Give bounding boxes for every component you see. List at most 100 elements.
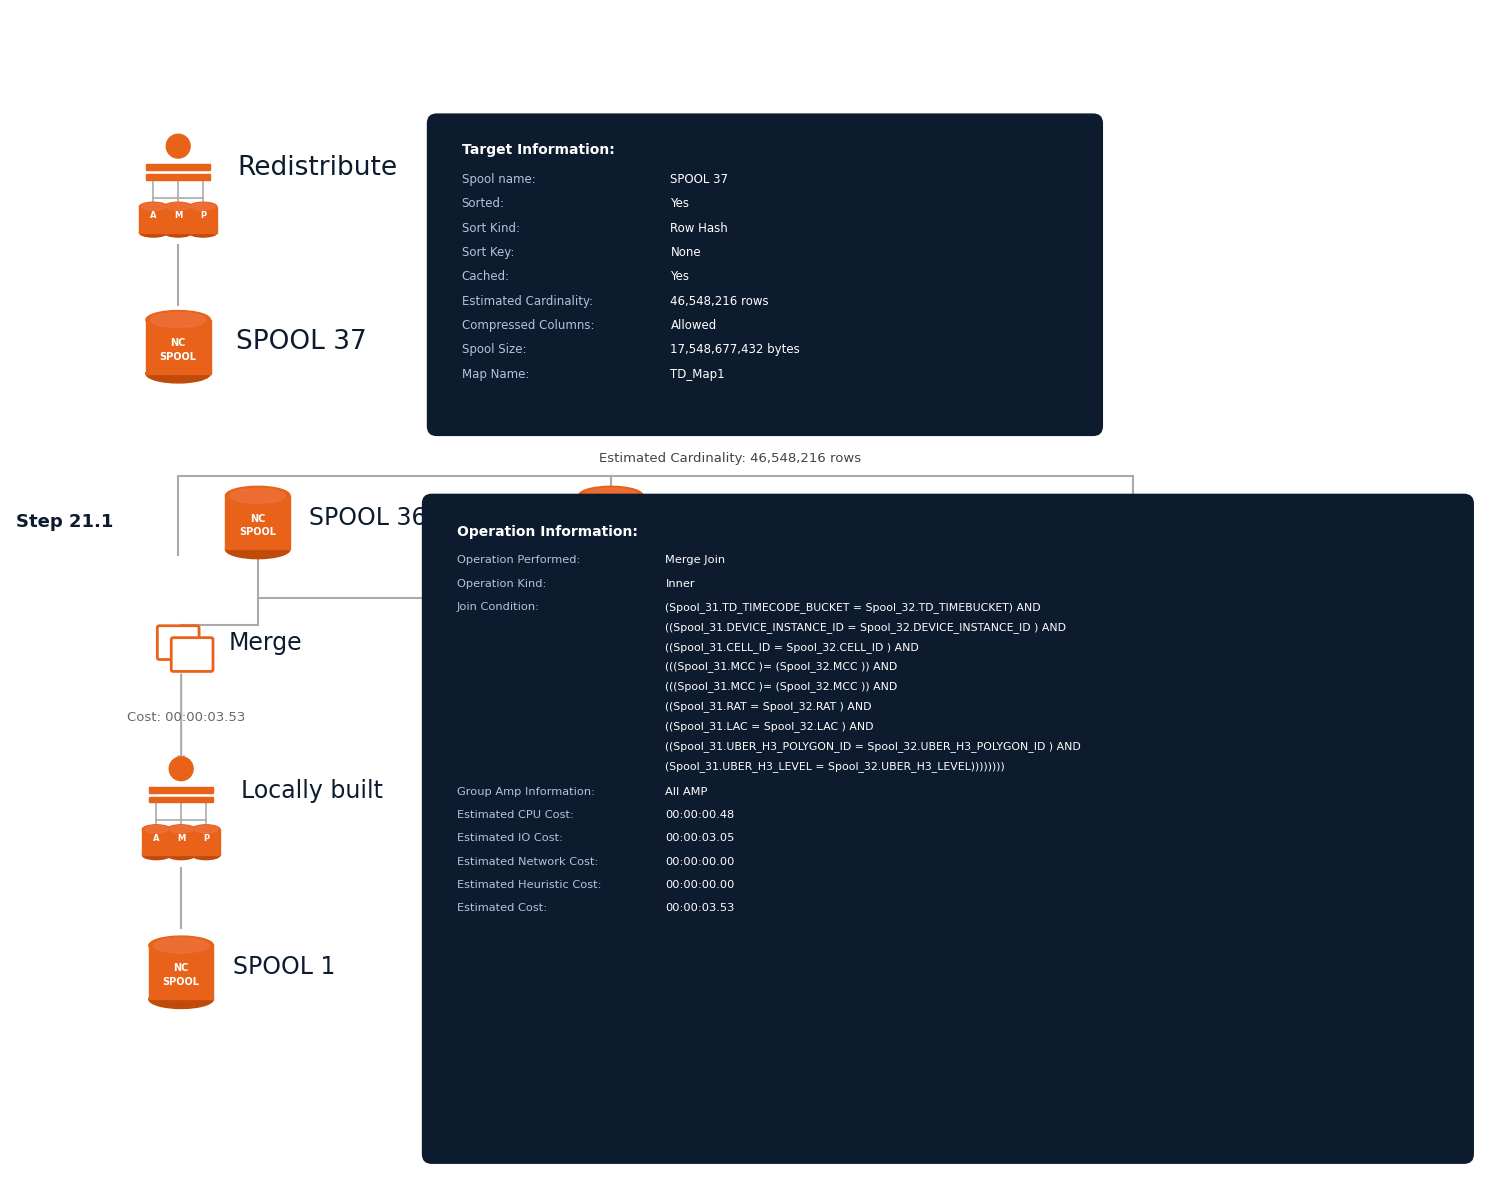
Ellipse shape — [141, 203, 165, 210]
Text: (Spool_31.TD_TIMECODE_BUCKET = Spool_32.TD_TIMEBUCKET) AND: (Spool_31.TD_TIMECODE_BUCKET = Spool_32.… — [666, 602, 1041, 612]
Text: Target Information:: Target Information: — [462, 143, 615, 157]
Text: NC: NC — [251, 513, 266, 524]
Ellipse shape — [194, 826, 217, 833]
FancyBboxPatch shape — [422, 493, 1474, 1163]
Ellipse shape — [153, 938, 209, 953]
Text: NC: NC — [174, 963, 189, 973]
Ellipse shape — [165, 202, 192, 211]
Text: 00:00:00.00: 00:00:00.00 — [666, 857, 735, 866]
Text: SPOOL 37: SPOOL 37 — [670, 173, 729, 186]
FancyBboxPatch shape — [427, 113, 1102, 437]
Text: Yes: Yes — [670, 197, 690, 210]
Text: Operation Information:: Operation Information: — [456, 525, 638, 539]
Text: SPOOL: SPOOL — [592, 527, 630, 537]
Text: All AMP: All AMP — [666, 787, 708, 797]
Text: Spool name:: Spool name: — [462, 173, 536, 186]
Text: 00:00:03.05: 00:00:03.05 — [666, 833, 735, 844]
Text: SPOOL 37: SPOOL 37 — [663, 505, 780, 530]
Circle shape — [170, 756, 194, 781]
Bar — [147, 164, 210, 170]
FancyBboxPatch shape — [1102, 642, 1162, 681]
Ellipse shape — [146, 310, 210, 329]
Text: Estimated IO Cost:: Estimated IO Cost: — [456, 833, 562, 844]
Bar — [579, 496, 644, 549]
Ellipse shape — [168, 851, 195, 860]
Text: Operation Performed:: Operation Performed: — [456, 556, 580, 565]
Text: DB.CQE: DB.CQE — [1150, 511, 1242, 535]
Text: (((Spool_31.MCC )= (Spool_32.MCC )) AND: (((Spool_31.MCC )= (Spool_32.MCC )) AND — [666, 662, 897, 673]
Text: TABLE: TABLE — [1086, 518, 1120, 527]
Ellipse shape — [146, 365, 210, 384]
Text: Locally built: Locally built — [242, 779, 382, 802]
Text: Estimated CPU Cost:: Estimated CPU Cost: — [456, 809, 573, 820]
Bar — [148, 945, 213, 999]
Text: ((Spool_31.DEVICE_INSTANCE_ID = Spool_32.DEVICE_INSTANCE_ID ) AND: ((Spool_31.DEVICE_INSTANCE_ID = Spool_32… — [666, 622, 1066, 632]
Text: Spool Size:: Spool Size: — [462, 343, 526, 356]
Ellipse shape — [170, 826, 194, 833]
Text: P: P — [202, 834, 208, 843]
Text: 00:00:03.53: 00:00:03.53 — [666, 903, 735, 913]
Ellipse shape — [148, 936, 213, 955]
Text: SPOOL: SPOOL — [162, 977, 200, 988]
Text: ((Spool_31.LAC = Spool_32.LAC ) AND: ((Spool_31.LAC = Spool_32.LAC ) AND — [666, 721, 874, 732]
Text: M: M — [174, 211, 183, 221]
Text: 46,548,216 rows: 46,548,216 rows — [670, 295, 770, 308]
Text: Merge: Merge — [230, 630, 303, 655]
Text: Compressed Columns:: Compressed Columns: — [462, 319, 594, 332]
Bar — [150, 796, 213, 802]
Ellipse shape — [190, 203, 214, 210]
Text: Group Amp Information:: Group Amp Information: — [456, 787, 594, 797]
Text: SPOOL 1: SPOOL 1 — [232, 956, 336, 979]
Text: Step 21.2: Step 21.2 — [950, 513, 1047, 531]
Ellipse shape — [165, 228, 192, 237]
Ellipse shape — [584, 489, 638, 503]
Ellipse shape — [142, 851, 170, 860]
Text: Merge Join: Merge Join — [666, 556, 726, 565]
Text: Sort Kind:: Sort Kind: — [462, 222, 519, 235]
Text: Cached:: Cached: — [462, 270, 510, 283]
Bar — [142, 830, 170, 856]
Text: A: A — [153, 834, 159, 843]
Text: Allowed: Allowed — [670, 319, 717, 332]
Ellipse shape — [192, 825, 220, 834]
Text: Estimated Cardinality:: Estimated Cardinality: — [462, 295, 592, 308]
Text: 00:00:00.48: 00:00:00.48 — [666, 809, 735, 820]
FancyBboxPatch shape — [171, 637, 213, 671]
Text: Yes: Yes — [670, 270, 690, 283]
Text: Estimated Cardinality: 46,548,216 rows: Estimated Cardinality: 46,548,216 rows — [598, 452, 861, 465]
FancyBboxPatch shape — [1068, 502, 1138, 543]
Text: None: None — [670, 245, 700, 258]
Text: NC: NC — [171, 337, 186, 348]
Text: Row Hash: Row Hash — [670, 222, 728, 235]
Text: Step 21.1: Step 21.1 — [16, 513, 114, 531]
Bar — [189, 206, 217, 232]
Text: Sort Key:: Sort Key: — [462, 245, 514, 258]
Text: SPOOL: SPOOL — [238, 527, 276, 537]
Ellipse shape — [166, 203, 190, 210]
Text: Estimated Cost:: Estimated Cost: — [456, 903, 548, 913]
Ellipse shape — [189, 228, 217, 237]
Ellipse shape — [150, 313, 206, 327]
Text: SUM: SUM — [1119, 656, 1148, 667]
Circle shape — [166, 135, 190, 158]
Text: 00:00:00.00: 00:00:00.00 — [666, 880, 735, 890]
Text: Sorted:: Sorted: — [462, 197, 504, 210]
Ellipse shape — [579, 486, 644, 505]
Bar — [225, 496, 290, 549]
Ellipse shape — [189, 202, 217, 211]
Ellipse shape — [231, 489, 285, 503]
Bar — [140, 206, 168, 232]
Text: Operation Kind:: Operation Kind: — [456, 578, 546, 589]
Text: A: A — [150, 211, 156, 221]
Text: TD_Map1: TD_Map1 — [670, 368, 724, 381]
Ellipse shape — [140, 202, 168, 211]
Text: ((Spool_31.UBER_H3_POLYGON_ID = Spool_32.UBER_H3_POLYGON_ID ) AND: ((Spool_31.UBER_H3_POLYGON_ID = Spool_32… — [666, 741, 1082, 752]
Ellipse shape — [142, 825, 170, 834]
Ellipse shape — [168, 825, 195, 834]
Text: 17,548,677,432 bytes: 17,548,677,432 bytes — [670, 343, 800, 356]
Bar — [192, 830, 220, 856]
Text: ((Spool_31.RAT = Spool_32.RAT ) AND: ((Spool_31.RAT = Spool_32.RAT ) AND — [666, 701, 872, 712]
Text: (Spool_31.UBER_H3_LEVEL = Spool_32.UBER_H3_LEVEL)))))))): (Spool_31.UBER_H3_LEVEL = Spool_32.UBER_… — [666, 761, 1005, 772]
Text: Redistribute: Redistribute — [238, 155, 398, 181]
Bar — [165, 206, 192, 232]
